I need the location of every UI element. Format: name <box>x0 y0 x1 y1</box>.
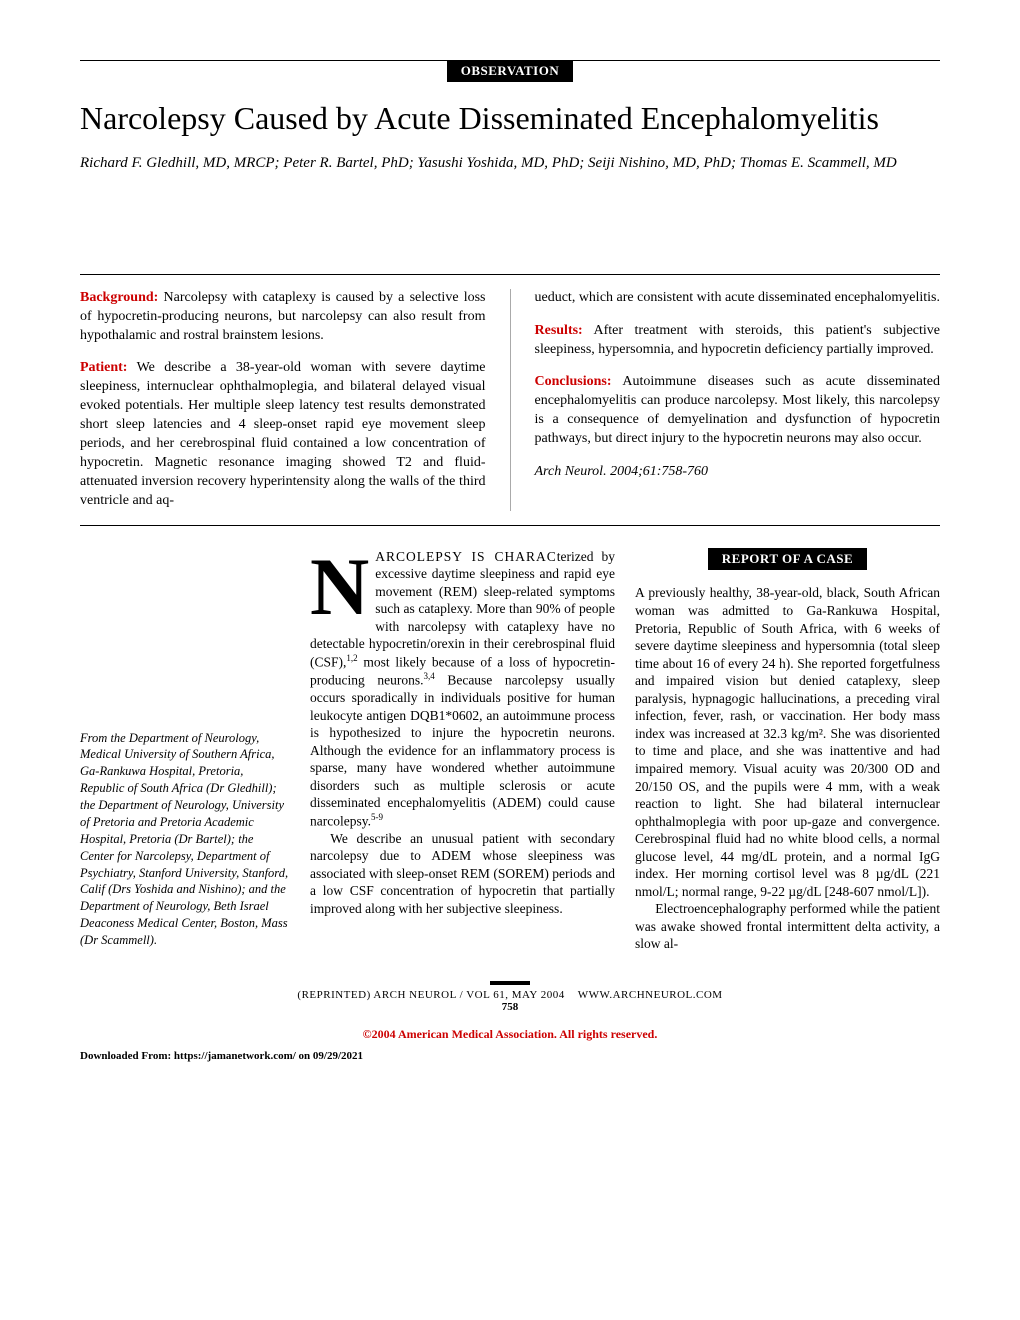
sup3: 5-9 <box>371 812 383 822</box>
footer-url: WWW.ARCHNEUROL.COM <box>578 989 723 1001</box>
patient-text: We describe a 38-year-old woman with sev… <box>80 360 486 507</box>
case-label: REPORT OF A CASE <box>708 548 867 571</box>
p1-rest: terized by excessive daytime sleepiness … <box>310 549 615 670</box>
background-head: Background: <box>80 290 158 305</box>
abstract: Background: Narcolepsy with cataplexy is… <box>80 274 940 526</box>
patient-head: Patient: <box>80 360 127 375</box>
section-label: OBSERVATION <box>447 60 573 82</box>
p1-end: Because narcolepsy usually occurs sporad… <box>310 672 615 828</box>
abstract-left-col: Background: Narcolepsy with cataplexy is… <box>80 289 486 511</box>
download-note: Downloaded From: https://jamanetwork.com… <box>80 1050 940 1062</box>
body-col-2: REPORT OF A CASE A previously healthy, 3… <box>635 548 940 953</box>
authors: Richard F. Gledhill, MD, MRCP; Peter R. … <box>80 153 940 174</box>
cont-text: ueduct, which are consistent with acute … <box>535 290 941 305</box>
abstract-background: Background: Narcolepsy with cataplexy is… <box>80 289 486 346</box>
affiliations: From the Department of Neurology, Medica… <box>80 730 290 949</box>
body-col-1: NARCOLEPSY IS CHARACterized by excessive… <box>310 548 615 953</box>
footer-rule <box>490 981 530 985</box>
intro-para-1: NARCOLEPSY IS CHARACterized by excessive… <box>310 548 615 830</box>
section-label-wrap: OBSERVATION <box>80 60 940 82</box>
copyright: ©2004 American Medical Association. All … <box>80 1027 940 1042</box>
case-label-wrap: REPORT OF A CASE <box>635 548 940 571</box>
article-title: Narcolepsy Caused by Acute Disseminated … <box>80 100 940 137</box>
abstract-results: Results: After treatment with steroids, … <box>535 322 941 360</box>
conclusions-head: Conclusions: <box>535 374 612 389</box>
results-head: Results: <box>535 323 583 338</box>
body-section: From the Department of Neurology, Medica… <box>80 548 940 953</box>
abstract-cont: ueduct, which are consistent with acute … <box>535 289 941 308</box>
abstract-conclusions: Conclusions: Autoimmune diseases such as… <box>535 373 941 449</box>
footer-page: 758 <box>80 1001 940 1013</box>
footer-line1: (REPRINTED) ARCH NEUROL / VOL 61, MAY 20… <box>80 989 940 1001</box>
dropcap-lead: ARCOLEPSY IS CHARAC <box>375 549 557 564</box>
abstract-patient: Patient: We describe a 38-year-old woman… <box>80 359 486 510</box>
abstract-citation: Arch Neurol. 2004;61:758-760 <box>535 463 941 482</box>
intro-para-2: We describe an unusual patient with seco… <box>310 830 615 918</box>
results-text: After treatment with steroids, this pati… <box>535 323 941 357</box>
footer-reprint: (REPRINTED) ARCH NEUROL / VOL 61, MAY 20… <box>297 989 564 1001</box>
sup2: 3,4 <box>423 671 434 681</box>
text-columns: NARCOLEPSY IS CHARACterized by excessive… <box>310 548 940 953</box>
abstract-right-col: ueduct, which are consistent with acute … <box>535 289 941 511</box>
abstract-divider <box>510 289 511 511</box>
affiliations-col: From the Department of Neurology, Medica… <box>80 548 290 953</box>
case-para-2: Electroencephalography performed while t… <box>635 900 940 953</box>
case-para-1: A previously healthy, 38-year-old, black… <box>635 584 940 900</box>
footer: (REPRINTED) ARCH NEUROL / VOL 61, MAY 20… <box>80 981 940 1013</box>
sup1: 1,2 <box>346 653 357 663</box>
